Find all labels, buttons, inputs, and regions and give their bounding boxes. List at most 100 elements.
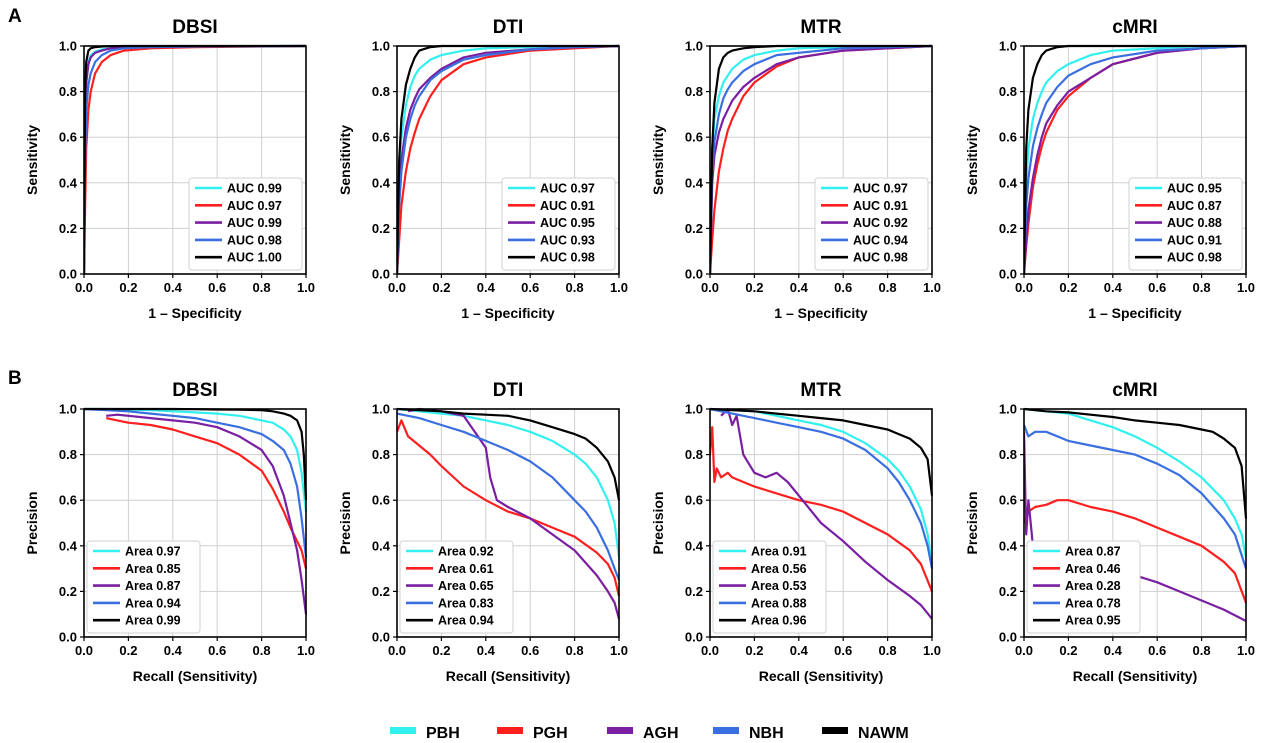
y-tick-label: 0.4 [685,538,704,553]
x-tick-label: 0.8 [566,643,584,658]
y-tick-label: 0.2 [59,221,77,236]
x-tick-label: 0.6 [208,280,226,295]
legend-box [501,177,616,271]
legend-label-nawm: AUC 0.98 [540,251,595,265]
x-tick-label: 0.6 [521,280,539,295]
series-line-nbh [84,407,308,558]
legend-box [1026,540,1141,634]
figure-legend-swatch-pbh [390,727,416,734]
y-tick-label: 0.4 [372,538,391,553]
chart-a-cmri: cMRI 0.0 0.2 0.4 0.6 0.8 1.0 0.0 0.2 0.4 0.6 0.8 1.0… [964,17,1255,321]
x-tick-label: 0.4 [1104,280,1123,295]
x-axis-label: 1 – Specificity [461,305,555,321]
x-tick-label: 0.0 [75,643,93,658]
series-line-nbh [397,412,621,581]
legend-label-nbh: AUC 0.98 [227,233,282,247]
x-tick-label: 0.2 [119,280,137,295]
plot-frame [83,408,307,638]
legend-label-nbh: AUC 0.94 [853,233,908,247]
plot-frame [396,45,620,275]
x-tick-label: 0.0 [701,643,719,658]
series-line-nbh [397,44,620,274]
legend-label-agh: AUC 0.92 [853,216,908,230]
legend-label-agh: Area 0.87 [125,579,181,593]
y-tick-label: 0.4 [372,175,391,190]
figure-legend-swatch-pgh [497,727,523,734]
x-axis-label: 1 – Specificity [1088,305,1182,321]
legend-label-nawm: AUC 0.98 [853,251,908,265]
panel-a-label: A [8,6,22,27]
legend-box [814,177,929,271]
chart-legend: Area 0.91 Area 0.56 Area 0.53 Area 0.88 Area… [712,540,827,634]
chart-title: DBSI [172,17,217,38]
figure-legend-label-pgh: PGH [533,725,568,742]
x-tick-label: 0.6 [208,643,226,658]
series-line-nbh [1024,44,1247,274]
legend-label-agh: AUC 0.99 [227,216,282,230]
series-group [397,44,620,274]
x-tick-label: 0.2 [119,643,137,658]
legend-label-pbh: AUC 0.99 [227,182,282,196]
x-tick-label: 0.8 [253,280,271,295]
legend-label-nbh: AUC 0.93 [540,233,595,247]
x-tick-label: 0.2 [432,643,450,658]
x-tick-label: 0.0 [1015,280,1033,295]
legend-box [1128,177,1243,271]
y-axis-label: Precision [337,491,353,554]
figure-legend-label-agh: AGH [643,725,679,742]
x-tick-label: 0.0 [75,280,93,295]
chart-title: DTI [493,17,524,38]
legend-label-pgh: Area 0.56 [751,562,807,576]
series-line-agh [1024,44,1247,274]
chart-legend: AUC 0.97 AUC 0.91 AUC 0.92 AUC 0.94 AUC 0.98 [814,177,929,271]
chart-a-dti: DTI 0.0 0.2 0.4 0.6 0.8 1.0 0.0 0.2 0.4 0.6 0.8 1.0 1… [337,17,628,321]
x-tick-label: 0.6 [1148,643,1166,658]
series-line-nbh [710,407,934,569]
y-tick-label: 1.0 [372,402,390,417]
x-tick-label: 0.8 [566,280,584,295]
x-tick-label: 0.4 [164,280,183,295]
plot-frame [709,45,933,275]
series-line-pbh [1024,407,1248,558]
x-tick-label: 0.0 [701,280,719,295]
x-tick-label: 0.6 [1148,280,1166,295]
panel-b-label: B [8,368,22,389]
y-tick-label: 0.2 [999,221,1017,236]
chart-a-dbsi: DBSI 0.0 0.2 0.4 0.6 0.8 1.0 0.0 0.2 0.4 0.6 0.8 1.0… [24,17,315,321]
y-tick-label: 0.4 [59,175,78,190]
y-tick-label: 0.0 [372,630,390,645]
figure-legend-swatch-agh [607,727,633,734]
y-tick-label: 0.6 [59,130,77,145]
figure-legend-swatch-nbh [713,727,739,734]
y-tick-label: 0.8 [999,447,1017,462]
x-tick-label: 0.6 [834,280,852,295]
charts-group: DBSI 0.0 0.2 0.4 0.6 0.8 1.0 0.0 0.2 0.4 0.6 0.8 1.0… [24,17,1255,684]
chart-legend: Area 0.92 Area 0.61 Area 0.65 Area 0.83 Area… [399,540,514,634]
chart-title: MTR [800,17,841,38]
series-line-nawm [397,407,621,501]
y-tick-label: 0.8 [685,447,703,462]
plot-frame [83,45,307,275]
chart-legend: AUC 0.97 AUC 0.91 AUC 0.95 AUC 0.93 AUC 0.98 [501,177,616,271]
chart-b-mtr: MTR 0.0 0.2 0.4 0.6 0.8 1.0 0.0 0.2 0.4 0.6 0.8 1.0 R… [650,380,941,684]
legend-label-nbh: Area 0.88 [751,596,807,610]
x-tick-label: 0.8 [879,280,897,295]
legend-label-pgh: AUC 0.91 [540,199,595,213]
x-tick-label: 0.4 [477,643,496,658]
x-tick-label: 0.4 [790,280,809,295]
y-tick-label: 0.8 [372,84,390,99]
y-axis-label: Sensitivity [337,125,353,195]
y-tick-label: 0.0 [999,267,1017,282]
figure-legend: PBH PGH AGH NBH NAWM [390,725,909,742]
y-tick-label: 0.6 [999,130,1017,145]
legend-label-nbh: Area 0.94 [125,596,181,610]
legend-box [712,540,827,634]
series-group [397,407,621,620]
figure-legend-label-nawm: NAWM [858,725,909,742]
y-tick-label: 1.0 [685,39,703,54]
legend-label-pgh: Area 0.61 [438,562,494,576]
x-axis-label: 1 – Specificity [774,305,868,321]
series-line-pgh [1024,499,1248,604]
y-tick-label: 0.0 [59,630,77,645]
y-tick-label: 1.0 [59,39,77,54]
